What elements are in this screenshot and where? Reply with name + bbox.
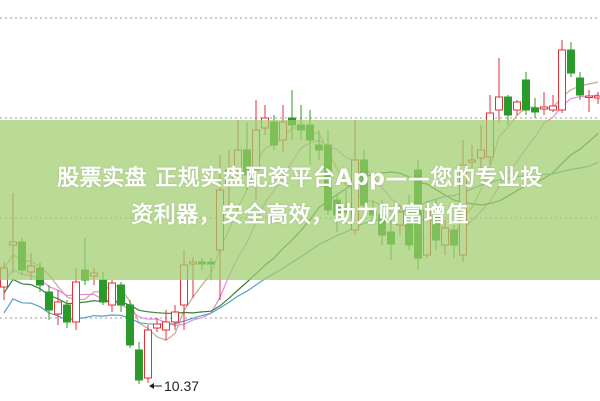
candle-body: [153, 323, 161, 329]
low-price-label: 10.37: [164, 378, 199, 394]
candle-body: [126, 304, 134, 346]
candle-body: [549, 105, 557, 111]
low-arrow-icon: [149, 383, 154, 389]
candle-body: [567, 49, 575, 74]
candle-body: [513, 101, 521, 111]
candle-body: [171, 311, 179, 323]
promo-banner: [0, 120, 600, 280]
candle-body: [162, 321, 170, 331]
candle-body: [522, 79, 530, 111]
candle-body: [495, 96, 503, 111]
banner-line-1: 股票实盘 正规实盘配资平台App——您的专业投: [57, 166, 543, 191]
candle-body: [54, 301, 62, 315]
candle-body: [585, 95, 593, 98]
candle-body: [504, 96, 512, 116]
candle-body: [135, 349, 143, 381]
candle-body: [63, 304, 71, 323]
candle-body: [144, 329, 152, 379]
candle-body: [99, 279, 107, 303]
banner-text: 股票实盘 正规实盘配资平台App——您的专业投 资利器，安全高效，助力财富增值: [0, 160, 600, 234]
candle-body: [531, 107, 539, 113]
candle-body: [117, 284, 125, 306]
candle-body: [540, 106, 548, 110]
candle-body: [576, 77, 584, 96]
candle-body: [594, 95, 600, 99]
candle-body: [45, 291, 53, 311]
candle-body: [72, 281, 80, 323]
banner-line-2: 资利器，安全高效，助力财富增值: [131, 203, 469, 228]
candle-body: [558, 49, 566, 111]
candle-body: [108, 282, 116, 306]
